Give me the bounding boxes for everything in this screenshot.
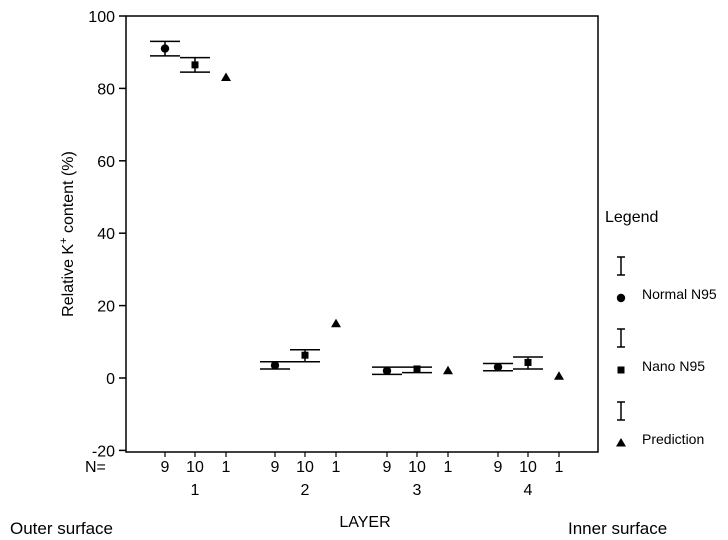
data-point [301,351,309,359]
y-axis-label-main: Relative K [60,244,77,317]
n-value-label: 9 [383,459,392,476]
y-tick-label: -20 [92,443,115,460]
data-point [382,366,392,375]
n-value-label: 1 [444,459,453,476]
data-point [191,61,199,69]
layer-label: 4 [524,482,533,499]
data-point [221,72,231,82]
outer-surface-label: Outer surface [10,519,113,538]
data-point [524,358,532,366]
inner-surface-label: Inner surface [568,519,667,538]
legend-entry-label: Prediction [642,431,704,447]
y-tick-label: 0 [106,371,115,388]
legend-marker [617,366,625,374]
x-axis-labels: 9 10 119 10 129 10 139 10 14 [161,452,564,499]
data-point [160,44,170,53]
n-row-label: N= [85,459,106,476]
y-tick-label: 100 [88,9,115,26]
data-point [270,361,280,370]
n-value-label: 10 [186,459,204,476]
legend-entry-label: Nano N95 [642,358,705,374]
legend-entry-label: Normal N95 [642,286,717,302]
data-point [493,362,503,372]
legend-title: Legend [605,209,658,226]
n-value-label: 10 [296,459,314,476]
data-point [413,365,421,373]
legend-marker [616,293,626,303]
n-value-label: 1 [332,459,341,476]
legend-marker [616,438,626,447]
n-value-label: 9 [494,459,503,476]
data-point [554,371,564,380]
n-value-label: 1 [555,459,564,476]
legend: Normal N95 Nano N95 Prediction [616,256,717,447]
y-tick-label: 80 [97,81,115,98]
n-value-label: 1 [222,459,231,476]
n-value-label: 9 [161,459,170,476]
data-marks [150,40,564,380]
y-axis-label-superscript: + [58,237,70,243]
n-value-label: 9 [271,459,280,476]
y-tick-label: 40 [97,226,115,243]
y-axis: 100 80 60 40 20 0 -20 [88,9,126,460]
n-value-label: 10 [408,459,426,476]
y-tick-label: 60 [97,154,115,171]
n-value-label: 10 [519,459,537,476]
data-point [443,365,453,375]
layer-label: 1 [191,482,200,499]
y-axis-label: Relative K+ content (%) [58,151,77,317]
layer-label: 3 [413,482,422,499]
plot-area-frame [125,15,599,453]
y-tick-label: 20 [97,299,115,316]
data-point [331,318,341,328]
y-axis-label-tail: content (%) [60,151,77,237]
x-axis-label: LAYER [339,514,390,531]
layer-label: 2 [301,482,310,499]
